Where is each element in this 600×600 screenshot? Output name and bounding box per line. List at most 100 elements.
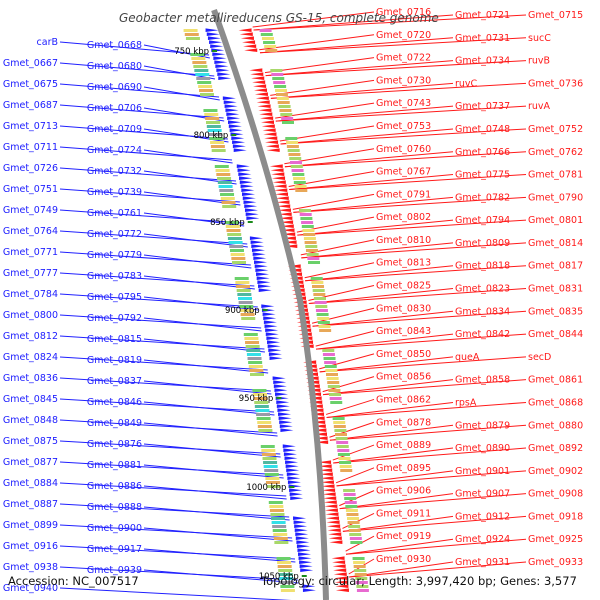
cog-feature-block — [229, 245, 244, 248]
reverse-gene-arrow — [335, 588, 349, 592]
gene-label: Gmet_0848 — [3, 415, 58, 426]
reverse-gene-arrow — [334, 580, 348, 584]
cog-feature-block — [299, 213, 312, 216]
forward-gene-arrow — [267, 340, 281, 344]
cog-feature-block — [209, 137, 224, 140]
forward-gene-arrow — [222, 96, 236, 100]
label-connector — [143, 254, 252, 269]
cog-feature-block — [286, 141, 299, 144]
forward-gene-arrow — [265, 332, 279, 336]
label-connector — [297, 219, 527, 236]
label-connector — [349, 561, 527, 578]
reverse-gene-arrow — [250, 72, 264, 76]
label-connector — [59, 461, 284, 476]
reverse-gene-arrow — [334, 576, 348, 580]
label-connector — [59, 293, 258, 308]
reverse-gene-arrow — [313, 432, 327, 436]
cog-feature-block — [219, 189, 234, 192]
cog-feature-block — [345, 505, 358, 508]
label-connector — [308, 288, 527, 304]
label-connector — [253, 14, 527, 31]
forward-gene-arrow — [256, 276, 270, 280]
gene-label: Gmet_0721 — [455, 10, 510, 21]
gene-label: Gmet_0823 — [455, 284, 510, 295]
cog-feature-block — [322, 353, 335, 356]
cog-feature-block — [336, 441, 349, 444]
reverse-gene-arrow — [269, 164, 283, 168]
cog-feature-block — [353, 565, 366, 568]
gene-label: Gmet_0856 — [376, 372, 431, 383]
cog-feature-block — [239, 305, 254, 308]
cog-feature-block — [192, 61, 207, 64]
gene-label: Gmet_0902 — [528, 466, 583, 477]
gene-label: Gmet_0890 — [455, 443, 510, 454]
gene-label: Gmet_0880 — [528, 420, 583, 431]
gene-label: Gmet_0850 — [376, 349, 431, 360]
cog-feature-block — [245, 345, 260, 348]
reverse-gene-arrow — [260, 116, 274, 120]
cog-feature-block — [240, 313, 255, 316]
forward-gene-arrow — [227, 120, 241, 124]
cog-feature-block — [318, 325, 331, 328]
cog-feature-block — [347, 517, 360, 520]
cog-feature-block — [196, 77, 211, 80]
cog-feature-block — [205, 117, 220, 120]
forward-gene-arrow — [300, 568, 314, 572]
forward-gene-arrow — [302, 584, 316, 588]
cog-feature-block — [340, 469, 353, 472]
cog-feature-block — [261, 453, 276, 456]
gene-label: ruvB — [528, 56, 550, 67]
label-connector — [342, 515, 527, 532]
forward-gene-arrow — [249, 236, 263, 240]
forward-gene-arrow — [299, 564, 313, 568]
genome-backbone — [211, 8, 329, 600]
label-connector — [336, 470, 454, 487]
label-connectors — [59, 11, 527, 600]
cog-feature-block — [211, 149, 226, 152]
reverse-gene-arrow — [319, 468, 333, 472]
cog-feature-block — [220, 193, 235, 196]
gene-label: Gmet_0724 — [87, 145, 142, 156]
cog-feature-block — [307, 257, 320, 260]
gene-label: Gmet_0781 — [528, 170, 583, 181]
label-connector — [253, 14, 454, 31]
gene-label: Gmet_0933 — [528, 557, 583, 568]
cog-feature-block — [337, 453, 350, 456]
cog-feature-block — [235, 281, 250, 284]
cog-feature-block — [249, 369, 264, 372]
reverse-gene-arrow — [279, 216, 293, 220]
cog-feature-block — [304, 241, 317, 244]
cog-feature-block — [248, 361, 263, 364]
reverse-gene-arrow — [276, 200, 290, 204]
gene-label: Gmet_0930 — [376, 554, 431, 565]
forward-gene-arrow — [257, 280, 271, 284]
gene-label: Gmet_0925 — [528, 534, 583, 545]
cog-feature-block — [208, 133, 223, 136]
forward-gene-arrow — [244, 208, 258, 212]
cog-feature-block — [225, 221, 240, 224]
cog-feature-block — [255, 409, 270, 412]
gene-label: Gmet_0790 — [528, 192, 583, 203]
label-connector — [339, 493, 527, 510]
reverse-gene-arrow — [323, 500, 337, 504]
forward-gene-arrow — [289, 488, 303, 492]
gene-label: ruvC — [455, 78, 478, 89]
forward-gene-arrow — [298, 556, 312, 560]
cog-feature-block — [193, 65, 208, 68]
reverse-gene-arrow — [253, 84, 267, 88]
gene-label: Gmet_0771 — [3, 247, 58, 258]
gene-label: Gmet_0843 — [376, 326, 431, 337]
cog-feature-block — [222, 205, 237, 208]
gene-label: Gmet_0881 — [87, 460, 142, 471]
forward-gene-arrow — [237, 168, 251, 172]
cog-feature-block — [273, 537, 288, 540]
cog-feature-block — [355, 577, 368, 580]
gene-label: Gmet_0783 — [87, 271, 142, 282]
gene-label: Gmet_0715 — [528, 10, 583, 21]
gene-label: Gmet_0831 — [528, 284, 583, 295]
cog-feature-block — [278, 573, 293, 576]
cog-feature-block — [273, 533, 288, 536]
gene-label: Gmet_0940 — [3, 583, 58, 594]
label-connector — [284, 151, 527, 168]
cog-feature-block — [217, 177, 232, 180]
